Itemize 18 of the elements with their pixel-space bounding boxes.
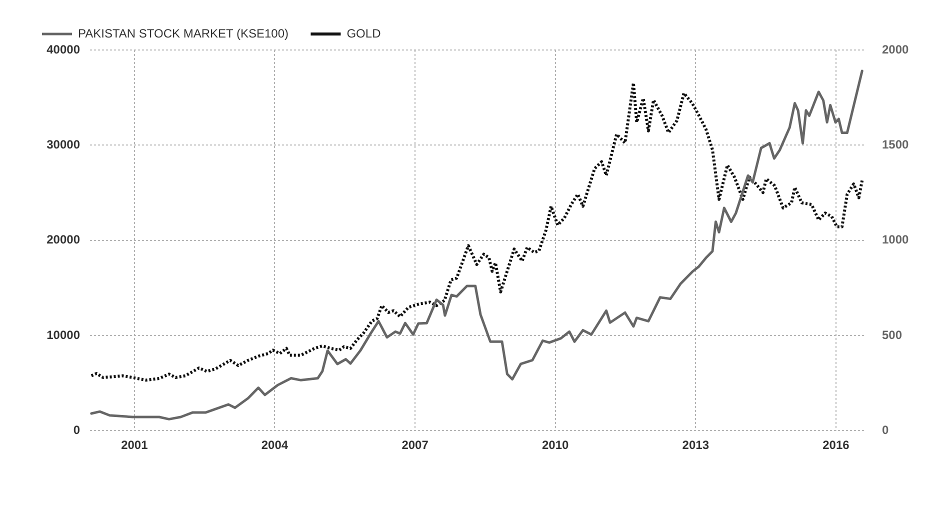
x-tick-label: 2001: [121, 438, 148, 452]
x-tick-label: 2010: [542, 438, 570, 452]
y-tick-label: 40000: [46, 42, 80, 56]
y2-tick-label: 1000: [882, 232, 910, 247]
y-tick-label: 30000: [46, 137, 80, 152]
y2-tick-label: 0: [882, 422, 889, 437]
y2-tick-label: 2000: [882, 42, 910, 56]
y-tick-label: 0: [73, 422, 80, 437]
y2-tick-label: 500: [882, 328, 902, 342]
y-tick-label: 20000: [46, 232, 80, 247]
x-tick-label: 2013: [682, 438, 710, 452]
x-tick-label: 2016: [822, 438, 850, 452]
x-tick-label: 2007: [402, 438, 429, 452]
legend-label: GOLD: [346, 26, 382, 40]
legend-label: PAKISTAN STOCK MARKET (KSE100): [78, 26, 289, 40]
y2-tick-label: 1500: [882, 137, 910, 152]
x-tick-label: 2004: [261, 438, 288, 452]
y-tick-label: 10000: [46, 328, 80, 342]
